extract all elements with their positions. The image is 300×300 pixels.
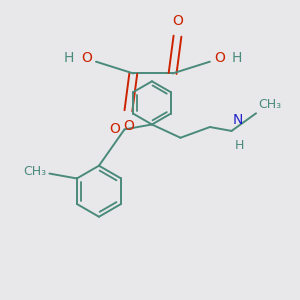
Text: O: O xyxy=(123,118,134,133)
Text: O: O xyxy=(110,122,121,136)
Text: O: O xyxy=(214,51,225,65)
Text: O: O xyxy=(81,51,92,65)
Text: CH₃: CH₃ xyxy=(23,165,46,178)
Text: H: H xyxy=(235,139,244,152)
Text: N: N xyxy=(232,113,243,127)
Text: CH₃: CH₃ xyxy=(258,98,281,111)
Text: H: H xyxy=(64,51,74,65)
Text: H: H xyxy=(232,51,242,65)
Text: O: O xyxy=(172,14,183,28)
